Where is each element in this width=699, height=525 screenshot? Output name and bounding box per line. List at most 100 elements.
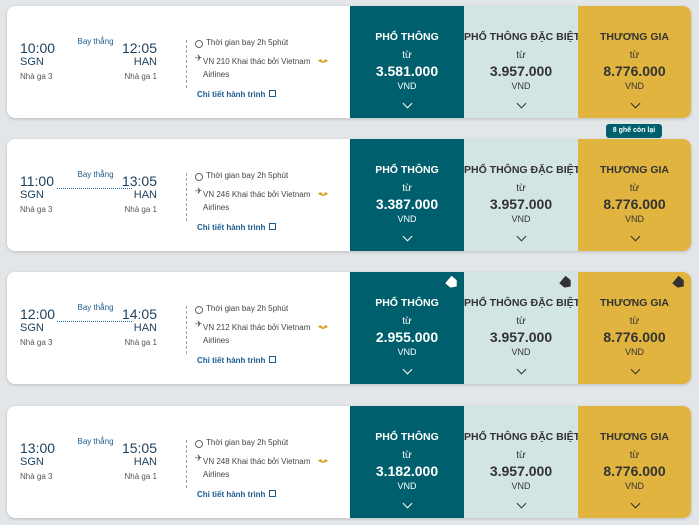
fare-from: từ bbox=[402, 183, 412, 194]
fare-class: PHỔ THÔNG ĐẶC BIỆT bbox=[464, 297, 581, 309]
fare-premium-economy[interactable]: PHỔ THÔNG ĐẶC BIỆT từ 3.957.000 VND bbox=[464, 139, 580, 251]
fare-price: 3.957.000 bbox=[489, 63, 553, 79]
fare-price: 3.957.000 bbox=[489, 329, 553, 345]
fare-currency: VND bbox=[511, 81, 531, 91]
fare-class: PHỔ THÔNG bbox=[375, 31, 439, 43]
fare-currency: VND bbox=[624, 81, 644, 91]
clock-icon bbox=[195, 173, 203, 181]
fare-from: từ bbox=[629, 50, 640, 61]
fare-class: PHỔ THÔNG bbox=[375, 431, 439, 443]
seats-left-badge: 8 ghế còn lại bbox=[606, 124, 662, 138]
chevron-down-icon bbox=[516, 364, 527, 375]
arrival-time: 15:05 bbox=[121, 440, 157, 456]
flight-info: 11:00 SGN Nhà ga 3 Bay thẳng 13:05 HAN N… bbox=[7, 139, 350, 251]
fare-from: từ bbox=[629, 316, 640, 327]
arrival-terminal: Nhà ga 1 bbox=[124, 205, 157, 214]
chevron-down-icon bbox=[402, 364, 413, 375]
fare-currency: VND bbox=[511, 214, 531, 224]
departure-time: 10:00 bbox=[20, 40, 56, 56]
chevron-down-icon bbox=[630, 498, 640, 509]
flight-card: 10:00 SGN Nhà ga 3 Bay thẳng 12:05 HAN N… bbox=[7, 6, 691, 118]
fare-business[interactable]: THƯƠNG GIA từ 8.776.000 VND bbox=[578, 139, 691, 251]
fare-class: PHỔ THÔNG bbox=[375, 164, 439, 176]
itinerary-details-link[interactable]: Chi tiết hành trình bbox=[197, 490, 277, 499]
tag-icon bbox=[445, 276, 460, 291]
plane-icon: ✈ bbox=[195, 53, 203, 63]
fare-from: từ bbox=[516, 316, 526, 327]
fare-class: THƯƠNG GIA bbox=[600, 297, 669, 309]
nonstop-label: Bay thẳng bbox=[77, 437, 114, 446]
flight-card: 13:00 SGN Nhà ga 3 Bay thẳng 15:05 HAN N… bbox=[7, 406, 691, 518]
fare-currency: VND bbox=[397, 214, 417, 224]
departure-terminal: Nhà ga 3 bbox=[20, 338, 53, 347]
flight-info: 13:00 SGN Nhà ga 3 Bay thẳng 15:05 HAN N… bbox=[7, 406, 350, 518]
fare-economy[interactable]: PHỔ THÔNG từ 3.387.000 VND bbox=[350, 139, 464, 251]
itinerary-details-link[interactable]: Chi tiết hành trình bbox=[197, 356, 277, 365]
fare-price: 3.581.000 bbox=[375, 63, 439, 79]
fare-business[interactable]: THƯƠNG GIA từ 8.776.000 VND bbox=[578, 406, 691, 518]
departure-terminal: Nhà ga 3 bbox=[20, 472, 53, 481]
flight-duration: Thời gian bay 2h 5phút bbox=[206, 38, 289, 47]
fare-currency: VND bbox=[511, 347, 531, 357]
flight-operator: VN 210 Khai thác bởi Vietnam Airlines bbox=[203, 57, 311, 79]
fare-class: PHỔ THÔNG ĐẶC BIỆT bbox=[464, 31, 581, 43]
fare-economy[interactable]: PHỔ THÔNG từ 2.955.000 VND bbox=[350, 272, 464, 384]
departure-terminal: Nhà ga 3 bbox=[20, 205, 53, 214]
fare-from: từ bbox=[516, 50, 526, 61]
lotus-icon bbox=[318, 325, 328, 329]
flight-duration: Thời gian bay 2h 5phút bbox=[206, 304, 289, 313]
nonstop-label: Bay thẳng bbox=[77, 37, 114, 46]
itinerary-details-label: Chi tiết hành trình bbox=[197, 223, 266, 232]
fare-premium-economy[interactable]: PHỔ THÔNG ĐẶC BIỆT từ 3.957.000 VND bbox=[464, 406, 581, 518]
flight-operator: VN 248 Khai thác bởi Vietnam Airlines bbox=[203, 457, 311, 479]
fare-price: 3.957.000 bbox=[489, 196, 553, 212]
fare-currency: VND bbox=[624, 481, 644, 491]
flight-operator: VN 246 Khai thác bởi Vietnam Airlines bbox=[203, 190, 311, 212]
nonstop-label: Bay thẳng bbox=[77, 303, 114, 312]
fare-from: từ bbox=[402, 50, 412, 61]
clock-icon bbox=[195, 306, 203, 314]
fare-price: 3.957.000 bbox=[489, 463, 553, 479]
external-link-icon bbox=[269, 356, 277, 363]
fare-from: từ bbox=[516, 183, 526, 194]
fare-from: từ bbox=[516, 450, 526, 461]
fare-economy[interactable]: PHỔ THÔNG từ 3.581.000 VND bbox=[350, 6, 464, 118]
fare-currency: VND bbox=[397, 81, 417, 91]
fare-class: THƯƠNG GIA bbox=[600, 31, 669, 43]
nonstop-label: Bay thẳng bbox=[77, 170, 114, 179]
clock-icon bbox=[195, 40, 203, 48]
fare-from: từ bbox=[402, 450, 412, 461]
itinerary-details-label: Chi tiết hành trình bbox=[197, 356, 266, 365]
flight-duration: Thời gian bay 2h 5phút bbox=[206, 171, 289, 180]
flight-card: 12:00 SGN Nhà ga 3 Bay thẳng 14:05 HAN N… bbox=[7, 272, 691, 384]
arrival-terminal: Nhà ga 1 bbox=[124, 472, 157, 481]
plane-icon: ✈ bbox=[195, 453, 203, 463]
fare-business[interactable]: THƯƠNG GIA từ 8.776.000 VND bbox=[578, 272, 691, 384]
fare-premium-economy[interactable]: PHỔ THÔNG ĐẶC BIỆT từ 3.957.000 VND bbox=[464, 272, 581, 384]
itinerary-details-link[interactable]: Chi tiết hành trình bbox=[197, 90, 277, 99]
external-link-icon bbox=[269, 90, 277, 97]
lotus-icon bbox=[318, 192, 328, 196]
fare-price: 8.776.000 bbox=[603, 63, 666, 79]
arrival-city: HAN bbox=[133, 56, 157, 68]
external-link-icon bbox=[269, 223, 277, 230]
fare-premium-economy[interactable]: PHỔ THÔNG ĐẶC BIỆT từ 3.957.000 VND bbox=[464, 6, 581, 118]
departure-city: SGN bbox=[20, 322, 44, 334]
chevron-down-icon bbox=[402, 231, 413, 242]
arrival-terminal: Nhà ga 1 bbox=[124, 72, 157, 81]
chevron-down-icon bbox=[630, 98, 640, 109]
chevron-down-icon bbox=[630, 231, 640, 242]
itinerary-details-link[interactable]: Chi tiết hành trình bbox=[197, 223, 277, 232]
departure-city: SGN bbox=[20, 456, 44, 468]
fare-price: 8.776.000 bbox=[603, 329, 666, 345]
departure-time: 12:00 bbox=[20, 306, 56, 322]
tag-icon bbox=[559, 276, 574, 291]
fare-class: PHỔ THÔNG ĐẶC BIỆT bbox=[464, 431, 581, 443]
fare-currency: VND bbox=[624, 214, 644, 224]
chevron-down-icon bbox=[516, 98, 527, 109]
route-line bbox=[57, 321, 132, 322]
fare-business[interactable]: THƯƠNG GIA từ 8.776.000 VND bbox=[578, 6, 691, 118]
fare-price: 3.182.000 bbox=[375, 463, 439, 479]
fare-economy[interactable]: PHỔ THÔNG từ 3.182.000 VND bbox=[350, 406, 464, 518]
divider bbox=[186, 173, 187, 221]
